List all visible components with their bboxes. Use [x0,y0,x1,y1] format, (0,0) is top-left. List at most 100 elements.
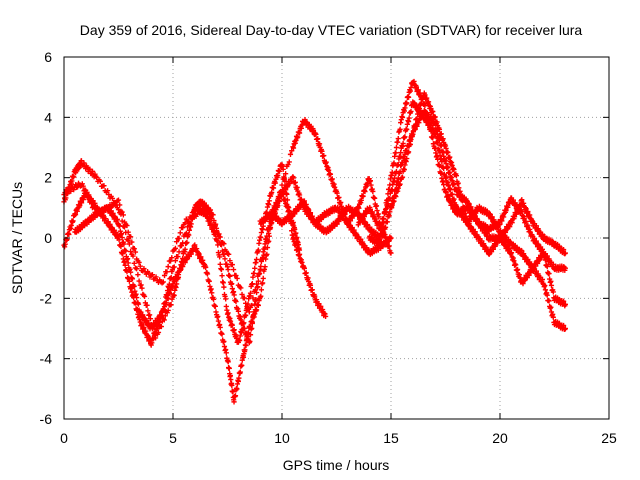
data-point [231,292,237,298]
data-point [91,204,97,210]
data-point [90,203,96,209]
data-point [544,292,550,298]
data-point [141,265,147,272]
data-point [141,293,148,300]
data-point [211,217,217,224]
data-point [456,185,462,191]
data-point [283,171,289,177]
data-point [548,304,554,310]
data-point [313,131,319,137]
data-point [165,264,171,270]
data-point [147,316,154,322]
data-point [236,375,242,381]
data-point [455,180,461,186]
data-point [174,239,180,245]
data-point [451,166,457,173]
data-point [168,302,174,308]
data-point [125,237,131,244]
data-point [397,181,403,187]
data-point [402,134,408,140]
data-point [449,191,455,197]
data-point [226,251,232,257]
data-point [474,216,480,222]
data-point [149,272,156,278]
data-point [161,272,168,279]
data-point [151,336,157,342]
data-point [451,182,457,188]
data-point [212,303,218,309]
data-point [525,208,531,215]
data-point [544,263,550,270]
data-point [546,298,552,304]
data-point [378,239,384,245]
data-point [233,272,239,279]
data-point [135,301,142,307]
data-point [209,290,215,296]
data-point [436,163,443,169]
data-point [180,263,186,270]
data-point [243,300,249,306]
data-point [62,241,68,247]
data-point [164,269,170,275]
data-point [220,280,226,286]
data-point [399,114,406,121]
data-point [391,160,397,166]
data-point [430,135,436,141]
data-point [424,95,430,101]
data-point [255,278,261,284]
data-point [149,340,155,346]
data-point [438,170,444,176]
data-point [83,187,89,193]
data-point [160,279,166,285]
data-point [323,313,329,320]
data-point [418,114,424,120]
data-point [219,248,226,254]
data-point [286,159,292,165]
data-point [68,188,74,194]
data-point [176,249,182,255]
data-point [562,250,568,256]
data-point [252,265,258,271]
data-point [408,108,414,115]
data-point [260,280,266,286]
data-point [430,109,436,115]
data-point [404,126,410,133]
data-point [443,145,449,152]
data-point [131,260,137,266]
data-point [296,247,303,253]
data-point [180,225,186,231]
data-point [234,275,240,282]
data-point [66,231,72,238]
data-point [239,291,245,298]
data-point [139,321,145,328]
data-point [169,255,175,261]
axis-ticks [63,56,610,420]
data-point [369,209,375,215]
data-point [503,207,509,214]
data-point [222,256,228,262]
data-point [176,235,182,241]
x-tick-label: 10 [274,430,290,446]
data-point [242,347,248,353]
data-point [432,120,438,127]
data-point [215,313,221,320]
data-point [218,266,225,273]
data-point [327,171,334,177]
data-point [210,296,217,302]
data-point [117,223,123,229]
data-point [120,212,126,218]
data-point [253,297,259,303]
data-point [221,338,227,345]
data-point [166,281,172,287]
data-point [225,310,231,316]
data-point [153,274,159,280]
data-point [362,188,368,195]
data-point [119,209,125,215]
data-point [260,255,266,261]
data-point [178,243,185,249]
data-point [389,202,395,208]
data-point [115,197,122,203]
data-point [251,270,257,277]
data-point [405,94,412,100]
